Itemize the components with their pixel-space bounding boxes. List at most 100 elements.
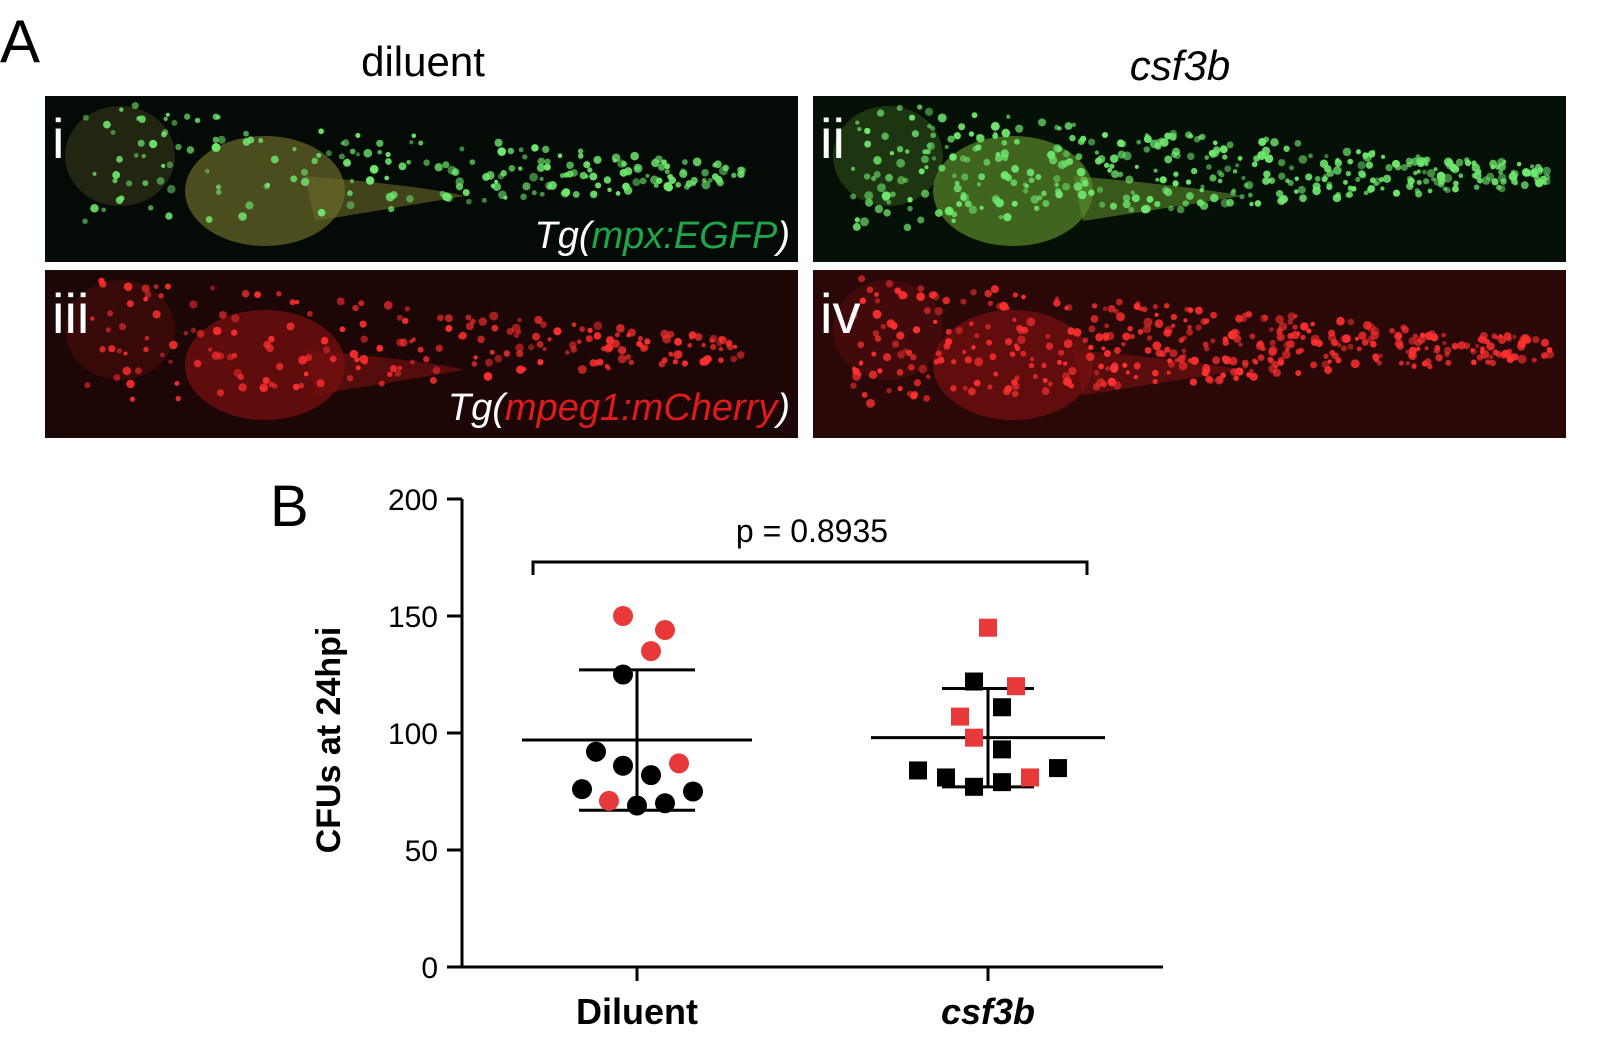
cell	[904, 149, 910, 154]
cell	[874, 335, 882, 342]
cell	[1423, 156, 1431, 163]
cell	[539, 191, 545, 197]
cell	[859, 217, 869, 227]
cell	[1270, 138, 1279, 147]
reporter-part: Tg(	[448, 387, 508, 429]
cell	[455, 177, 464, 186]
cell	[260, 386, 265, 391]
cell	[1190, 167, 1198, 175]
cell	[1167, 360, 1176, 368]
cell	[667, 174, 672, 180]
cell	[964, 200, 972, 208]
cell	[880, 323, 886, 330]
cell	[216, 189, 222, 195]
cell	[268, 381, 275, 388]
cell	[539, 176, 544, 181]
cell	[397, 365, 403, 371]
cell	[584, 174, 589, 179]
cell	[865, 198, 873, 207]
cell	[489, 311, 499, 321]
cell	[1001, 154, 1009, 162]
cell	[434, 163, 443, 172]
cell	[1294, 189, 1299, 194]
cell	[951, 359, 957, 365]
cell	[603, 176, 612, 184]
cell	[1502, 159, 1507, 164]
cell	[1282, 350, 1291, 359]
yolk-ext	[305, 350, 465, 395]
cell	[971, 345, 976, 350]
cell	[1322, 173, 1329, 180]
cell	[722, 164, 730, 172]
cell	[119, 107, 124, 112]
cell	[1272, 368, 1281, 377]
cell	[918, 168, 925, 175]
cell	[465, 322, 474, 331]
cell	[1143, 317, 1153, 327]
cell	[927, 123, 932, 129]
cell	[1530, 164, 1535, 169]
panel-number: i	[52, 107, 64, 170]
cell	[1076, 167, 1086, 177]
cell	[160, 352, 165, 358]
cell	[576, 339, 582, 345]
cell	[685, 180, 693, 188]
cell	[478, 317, 487, 326]
cell	[1340, 334, 1350, 344]
cell	[1065, 304, 1073, 311]
cell	[876, 109, 885, 117]
cell	[571, 322, 577, 328]
cell	[617, 354, 627, 364]
cell	[553, 327, 562, 336]
cell	[896, 331, 905, 340]
cell	[1488, 354, 1494, 360]
cell	[1500, 178, 1507, 185]
cell	[557, 153, 563, 159]
cell	[101, 207, 106, 213]
cell	[396, 314, 403, 321]
cell	[166, 161, 174, 169]
cell	[516, 350, 524, 358]
cell	[1057, 359, 1062, 365]
cell	[1263, 170, 1271, 178]
cell	[632, 178, 641, 187]
cell	[1144, 347, 1152, 354]
cell	[1254, 200, 1262, 207]
cell	[1310, 321, 1315, 327]
cell	[1125, 370, 1130, 375]
cell	[1029, 356, 1035, 362]
cell	[902, 177, 909, 183]
cell	[165, 283, 171, 290]
point	[937, 768, 955, 787]
cell	[718, 336, 724, 342]
point	[951, 707, 969, 726]
cell	[726, 343, 734, 351]
cell	[518, 147, 524, 153]
cell	[459, 146, 465, 152]
cell	[1497, 162, 1506, 171]
cell	[1047, 381, 1053, 387]
cell	[1154, 312, 1159, 317]
cell	[883, 353, 892, 362]
cell	[254, 291, 261, 299]
cell	[1226, 141, 1234, 149]
cell	[1015, 124, 1024, 133]
cell	[1457, 341, 1466, 350]
cell	[211, 143, 221, 152]
cell	[1169, 349, 1178, 358]
cell	[737, 166, 745, 174]
cell	[1103, 335, 1109, 342]
cell	[494, 354, 503, 363]
cell	[1264, 154, 1274, 163]
cell	[894, 287, 902, 295]
cell	[165, 212, 173, 220]
cell	[1542, 166, 1551, 176]
cell	[300, 177, 310, 187]
point	[1049, 759, 1067, 778]
cell	[126, 180, 133, 187]
cell	[1287, 319, 1294, 325]
point	[1007, 677, 1025, 696]
cell	[1473, 184, 1480, 190]
cell	[1122, 194, 1131, 202]
